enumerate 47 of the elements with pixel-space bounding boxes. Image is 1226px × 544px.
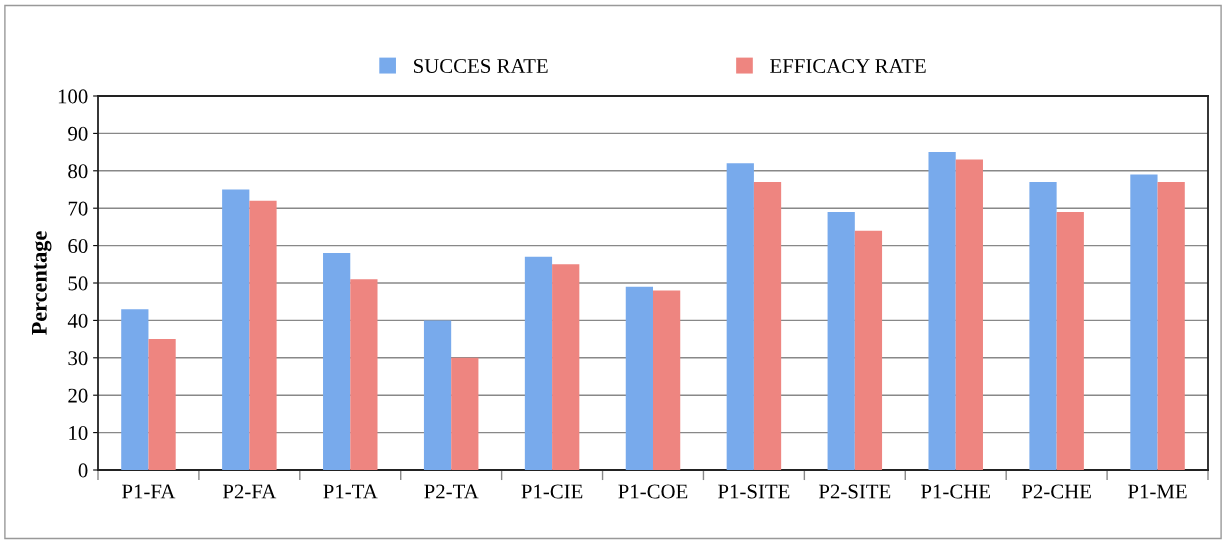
bar bbox=[552, 264, 580, 470]
bar bbox=[222, 189, 250, 470]
bar bbox=[955, 159, 983, 470]
bar bbox=[121, 309, 149, 470]
y-tick-label: 100 bbox=[58, 89, 88, 104]
bar bbox=[726, 163, 754, 470]
bar bbox=[653, 290, 681, 470]
x-tick-label: P1-SITE bbox=[718, 484, 790, 499]
bar bbox=[524, 256, 553, 470]
x-tick-label: P2-CHE bbox=[1021, 484, 1091, 499]
y-tick-label: 80 bbox=[68, 164, 88, 179]
bar bbox=[753, 182, 782, 470]
bar bbox=[423, 320, 452, 470]
x-tick-label: P1-COE bbox=[618, 484, 688, 499]
y-tick-label: 50 bbox=[68, 276, 88, 291]
x-tick-label: P1-CHE bbox=[921, 484, 990, 499]
y-tick-label: 20 bbox=[68, 388, 88, 403]
bar bbox=[249, 200, 277, 470]
y-tick-label: 90 bbox=[68, 126, 88, 141]
bar bbox=[1130, 174, 1158, 470]
bar bbox=[928, 152, 956, 470]
legend-label: EFFICACY RATE bbox=[770, 59, 926, 74]
x-tick-label: P1-TA bbox=[323, 484, 378, 499]
y-tick-label: 10 bbox=[69, 425, 88, 441]
bar bbox=[854, 230, 883, 470]
bar bbox=[1056, 211, 1084, 470]
x-tick-label: P1-FA bbox=[122, 484, 176, 499]
x-tick-label: P2-SITE bbox=[818, 484, 891, 499]
x-tick-label: P1-CIE bbox=[521, 484, 583, 499]
x-tick-label: P2-FA bbox=[222, 484, 277, 499]
x-tick-label: P2-TA bbox=[424, 484, 479, 499]
y-tick-label: 40 bbox=[67, 313, 88, 328]
bar bbox=[323, 253, 351, 470]
bar bbox=[148, 339, 176, 470]
y-axis-title: Percentage bbox=[32, 231, 52, 335]
bar bbox=[625, 286, 653, 470]
bar bbox=[1029, 182, 1057, 470]
y-tick-label: 60 bbox=[68, 238, 88, 254]
x-tick-label: P1-ME bbox=[1128, 484, 1187, 499]
legend-label: SUCCES RATE bbox=[414, 59, 548, 74]
bar bbox=[451, 357, 479, 470]
y-tick-label: 0 bbox=[78, 463, 88, 478]
bar bbox=[1157, 182, 1185, 470]
bar bbox=[350, 279, 378, 470]
bar bbox=[827, 211, 855, 470]
y-tick-label: 30 bbox=[68, 351, 88, 366]
y-tick-label: 70 bbox=[68, 201, 88, 216]
